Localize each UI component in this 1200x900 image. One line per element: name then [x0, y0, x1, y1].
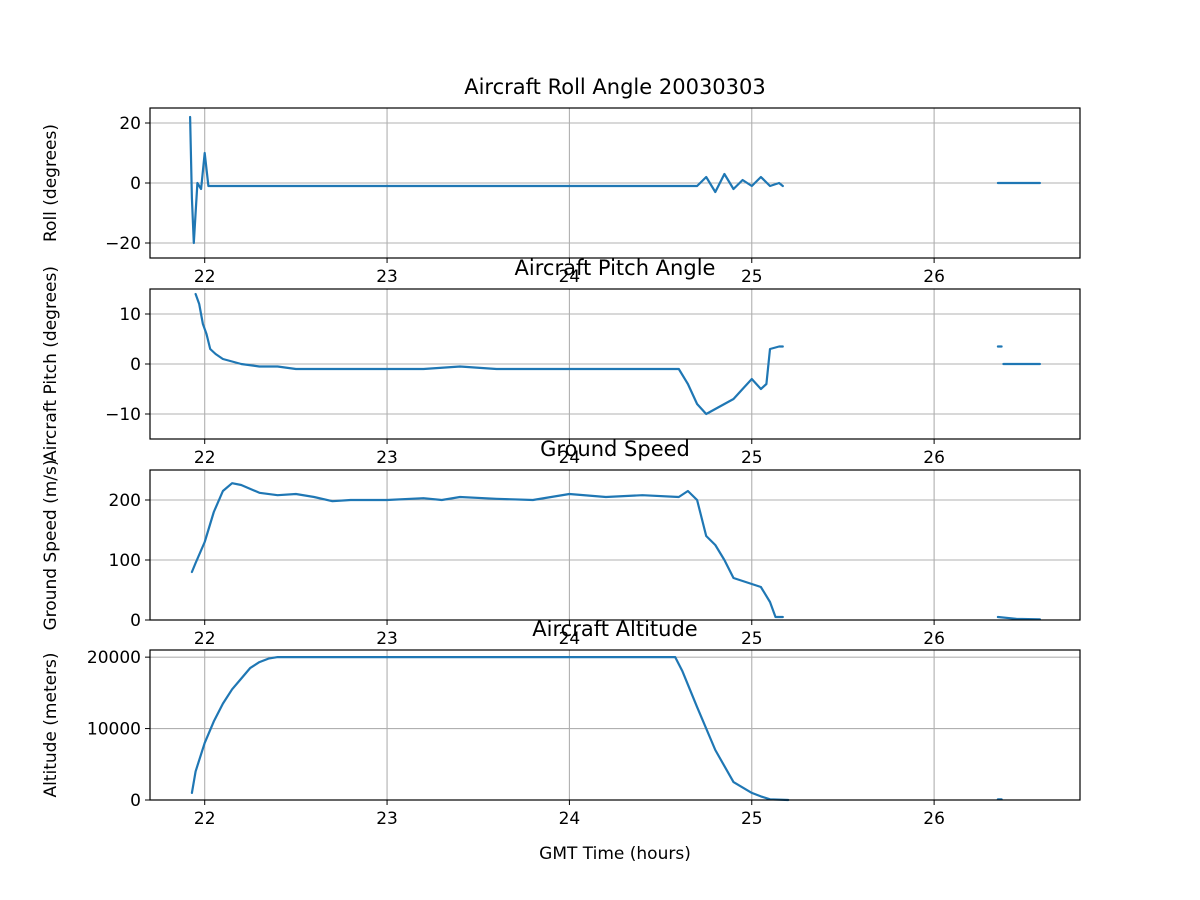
roll-xtick-label: 22 [194, 267, 216, 287]
roll-ytick-label: 20 [119, 114, 141, 134]
pitch-ylabel: Aircraft Pitch (degrees) [41, 266, 61, 462]
altitude-ytick-label: 20000 [87, 648, 141, 668]
altitude-ytick-label: 10000 [87, 720, 141, 740]
ground-speed-ytick-label: 200 [109, 491, 141, 511]
pitch-title: Aircraft Pitch Angle [515, 256, 716, 280]
pitch-xtick-label: 25 [741, 448, 763, 468]
altitude-panel: 22 23 24 25 26 0 10000 20000 Aircraft Altitude Al… [41, 617, 1081, 864]
altitude-title: Aircraft Altitude [532, 617, 697, 641]
altitude-xtick-label: 25 [741, 809, 763, 829]
pitch-xtick-label: 24 [559, 448, 581, 468]
ground-speed-title: Ground Speed [540, 437, 690, 461]
pitch-xtick-label: 23 [376, 448, 398, 468]
altitude-xtick-label: 22 [194, 809, 216, 829]
ground-speed-xtick-label: 22 [194, 629, 216, 649]
roll-xtick-label: 23 [376, 267, 398, 287]
altitude-ylabel: Altitude (meters) [41, 652, 61, 797]
pitch-ytick-label: −10 [105, 405, 141, 425]
altitude-ytick-label: 0 [130, 791, 141, 811]
altitude-series-segment [190, 655, 790, 802]
ground-speed-ytick-label: 0 [130, 611, 141, 631]
ground-speed-axes-frame [149, 469, 1081, 621]
pitch-ytick-label: 0 [130, 355, 141, 375]
ground-speed-xtick-label: 24 [559, 629, 581, 649]
ground-speed-series-segment [996, 615, 1042, 621]
pitch-xtick-label: 26 [923, 448, 945, 468]
roll-ytick-label: 0 [130, 174, 141, 194]
roll-series-segment [189, 115, 784, 245]
roll-ytick-label: −20 [105, 234, 141, 254]
ground-speed-panel: 22 23 24 25 26 0 100 200 Ground Speed Ground Spee… [41, 437, 1081, 649]
pitch-ytick-label: 10 [119, 305, 141, 325]
roll-ylabel: Roll (degrees) [41, 124, 61, 242]
altitude-xtick-label: 24 [559, 809, 581, 829]
roll-xtick-label: 24 [559, 267, 581, 287]
pitch-xtick-label: 22 [194, 448, 216, 468]
altitude-xlabel: GMT Time (hours) [539, 844, 691, 864]
altitude-xtick-label: 26 [923, 809, 945, 829]
roll-panel: 22 23 24 25 26 −20 0 20 Aircraft Roll Angle 2003… [41, 75, 1081, 287]
ground-speed-ylabel: Ground Speed (m/s) [41, 459, 61, 630]
roll-title: Aircraft Roll Angle 20030303 [464, 75, 766, 99]
ground-speed-ytick-label: 100 [109, 551, 141, 571]
altitude-axes-frame [149, 649, 1081, 801]
roll-xtick-label: 26 [923, 267, 945, 287]
ground-speed-xtick-label: 23 [376, 629, 398, 649]
ground-speed-xtick-label: 26 [923, 629, 945, 649]
ground-speed-xtick-label: 25 [741, 629, 763, 649]
ground-speed-series-segment [190, 482, 784, 619]
roll-xtick-label: 25 [741, 267, 763, 287]
pitch-panel: 22 23 24 25 26 −10 0 10 Aircraft Pitch Angle Airc… [41, 256, 1081, 468]
altitude-xtick-label: 23 [376, 809, 398, 829]
pitch-series-segment [194, 292, 784, 416]
